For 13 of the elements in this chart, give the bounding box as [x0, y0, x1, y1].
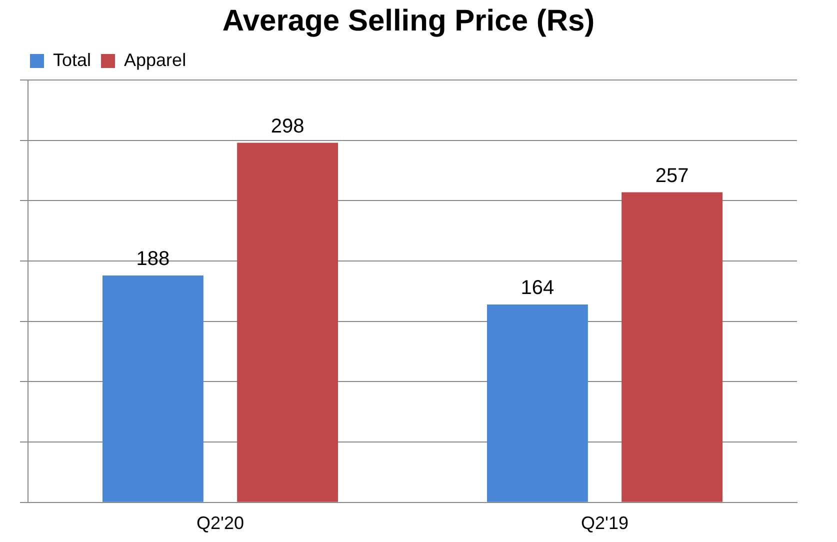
- data-label: 298: [270, 115, 304, 138]
- bar: [237, 142, 338, 502]
- x-tick-label: Q2'20: [196, 513, 244, 534]
- bar: [622, 192, 723, 502]
- legend-label: Apparel: [124, 50, 186, 70]
- bar: [486, 304, 588, 502]
- data-label: 188: [136, 248, 170, 270]
- x-tick-label: Q2'19: [581, 513, 628, 534]
- chart-title: Average Selling Price (Rs): [222, 4, 595, 38]
- legend-label: Total: [53, 50, 92, 70]
- bar: [102, 276, 204, 502]
- data-label: 164: [520, 276, 554, 299]
- data-label: 257: [655, 164, 689, 187]
